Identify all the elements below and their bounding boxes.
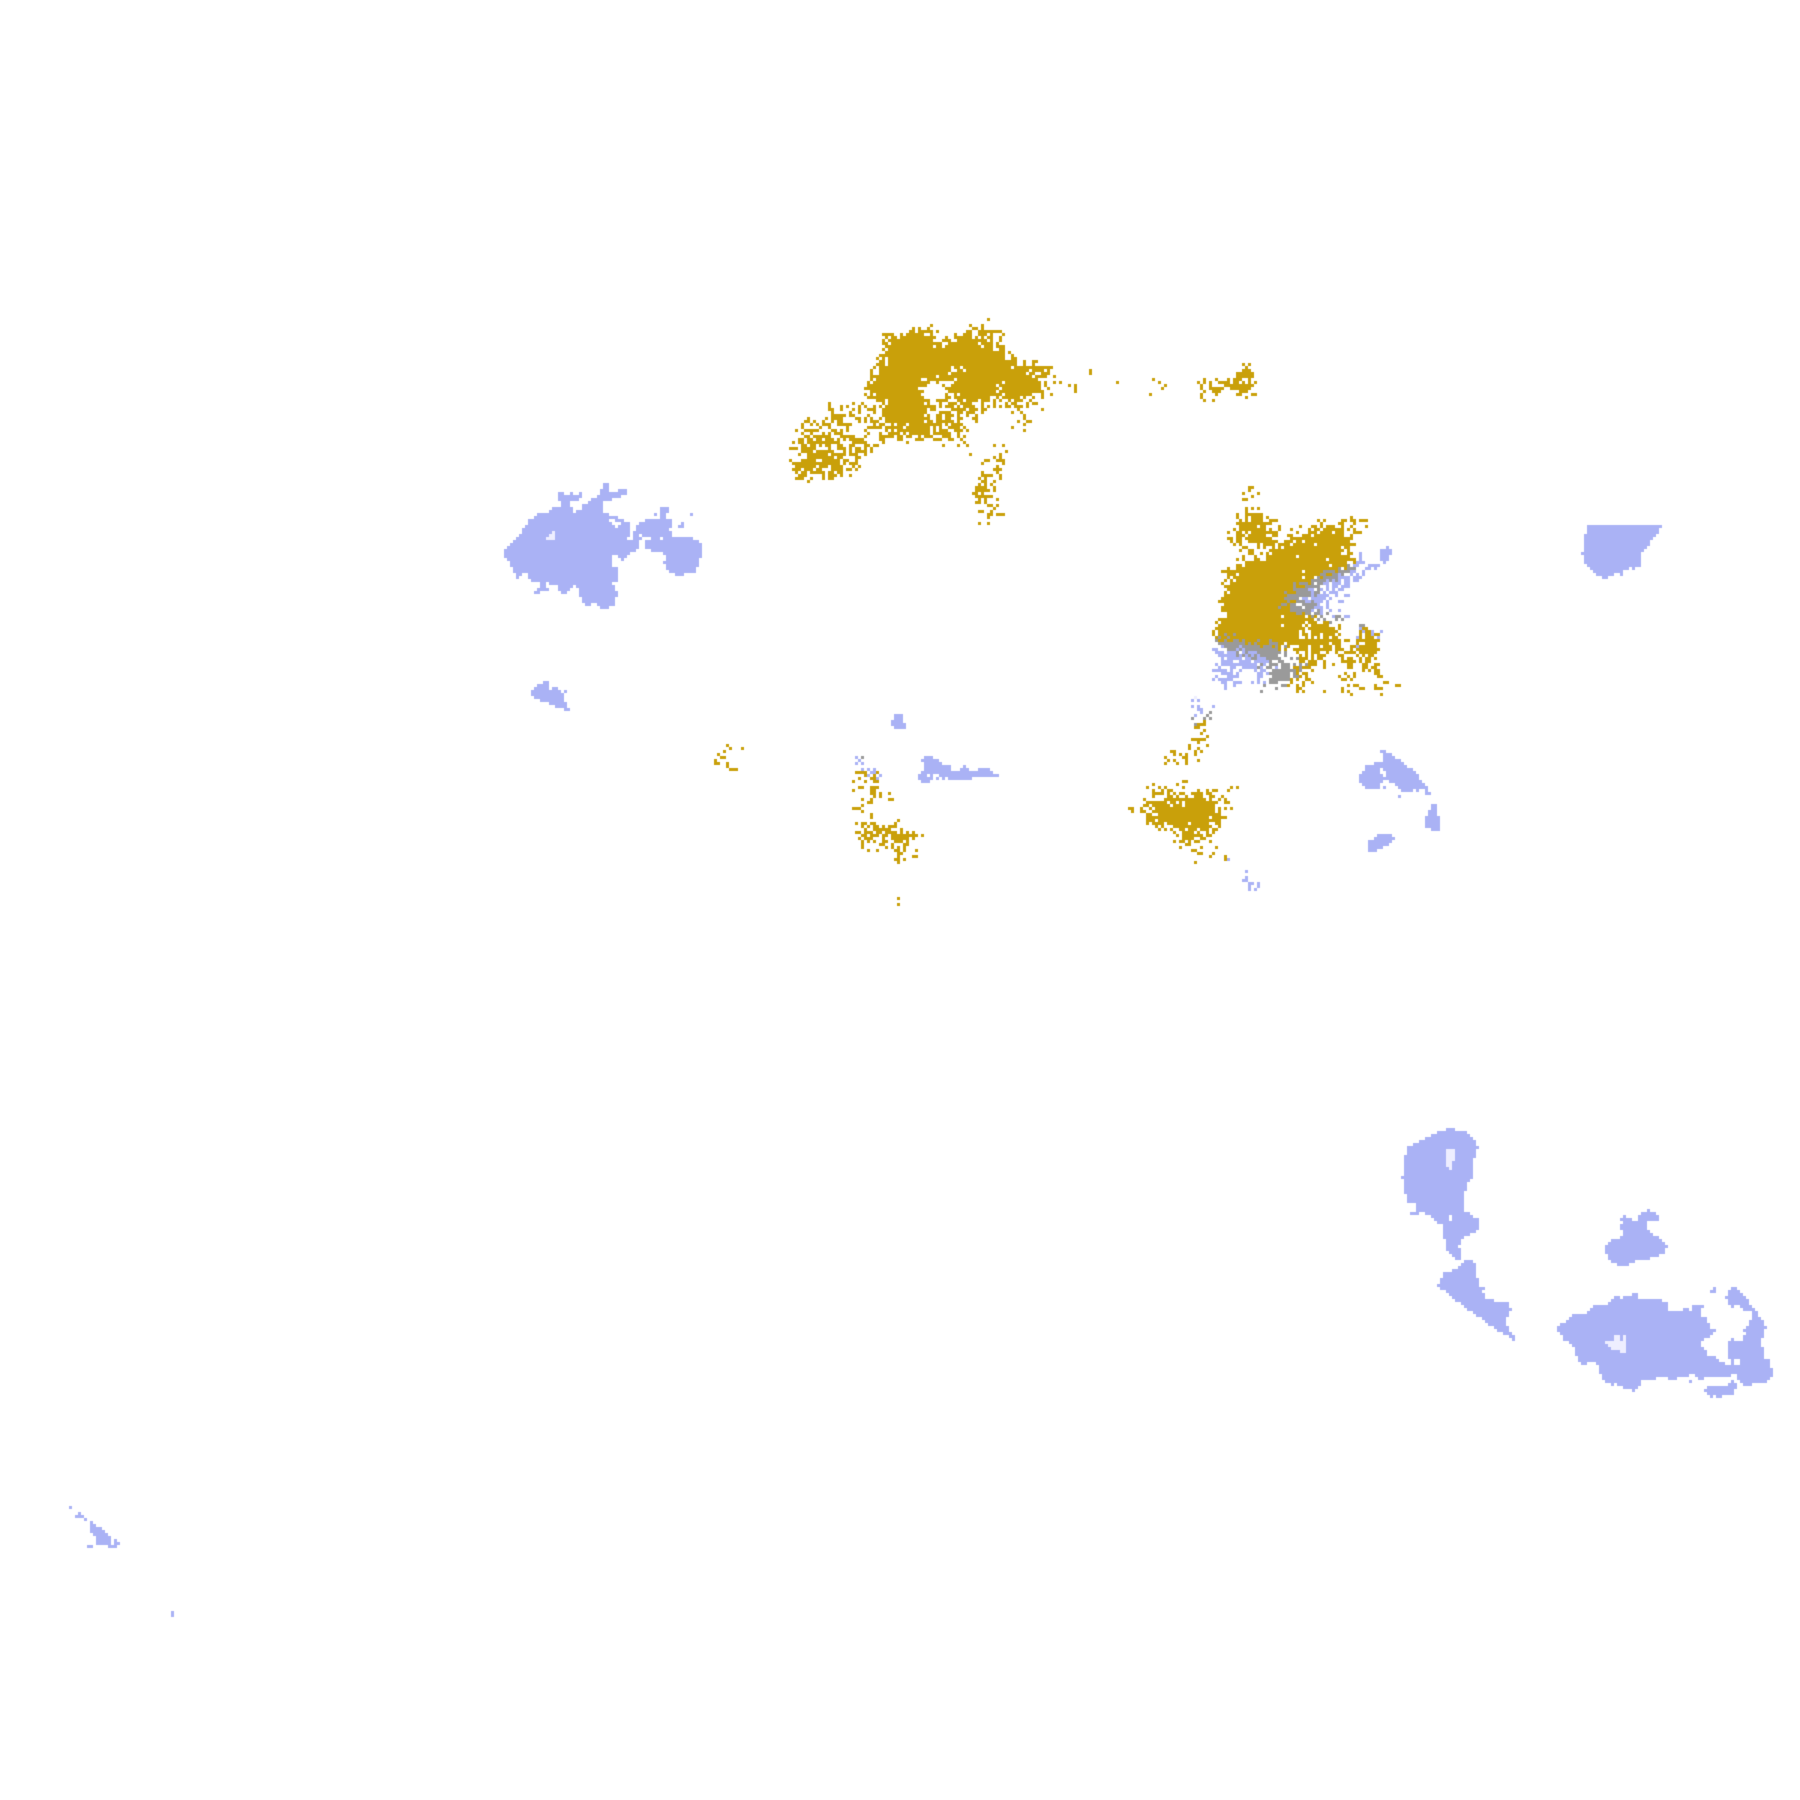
classified-raster-image [0,0,1800,1800]
map-view [0,0,1800,1800]
